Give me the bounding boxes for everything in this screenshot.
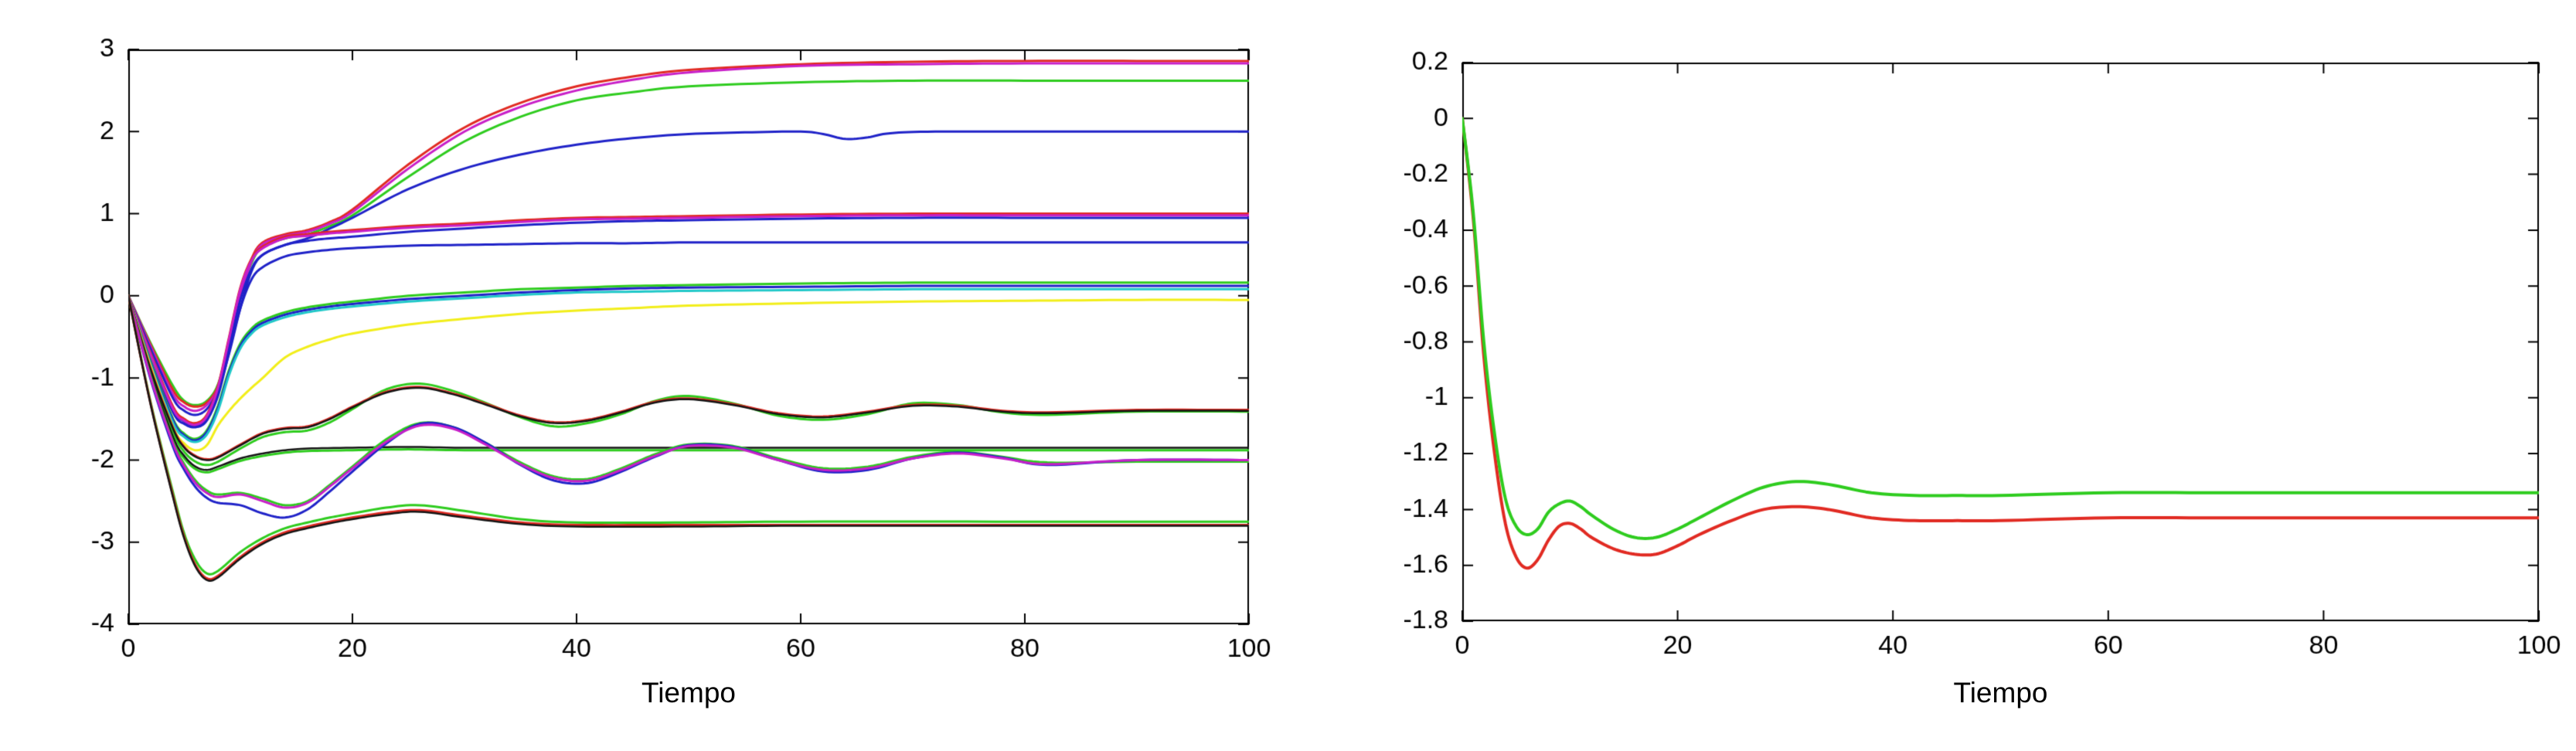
panel-a: a Análisis robusto: individuos de inicio… (0, 0, 1306, 751)
panel-a-plot (0, 0, 1306, 751)
panel-a-xlabel: Tiempo (641, 677, 736, 709)
panel-b: b Análisis robusto: individuos óptimos (… (1306, 0, 2576, 751)
panel-b-xlabel: Tiempo (1953, 677, 2048, 709)
panel-b-plot (1306, 0, 2576, 751)
